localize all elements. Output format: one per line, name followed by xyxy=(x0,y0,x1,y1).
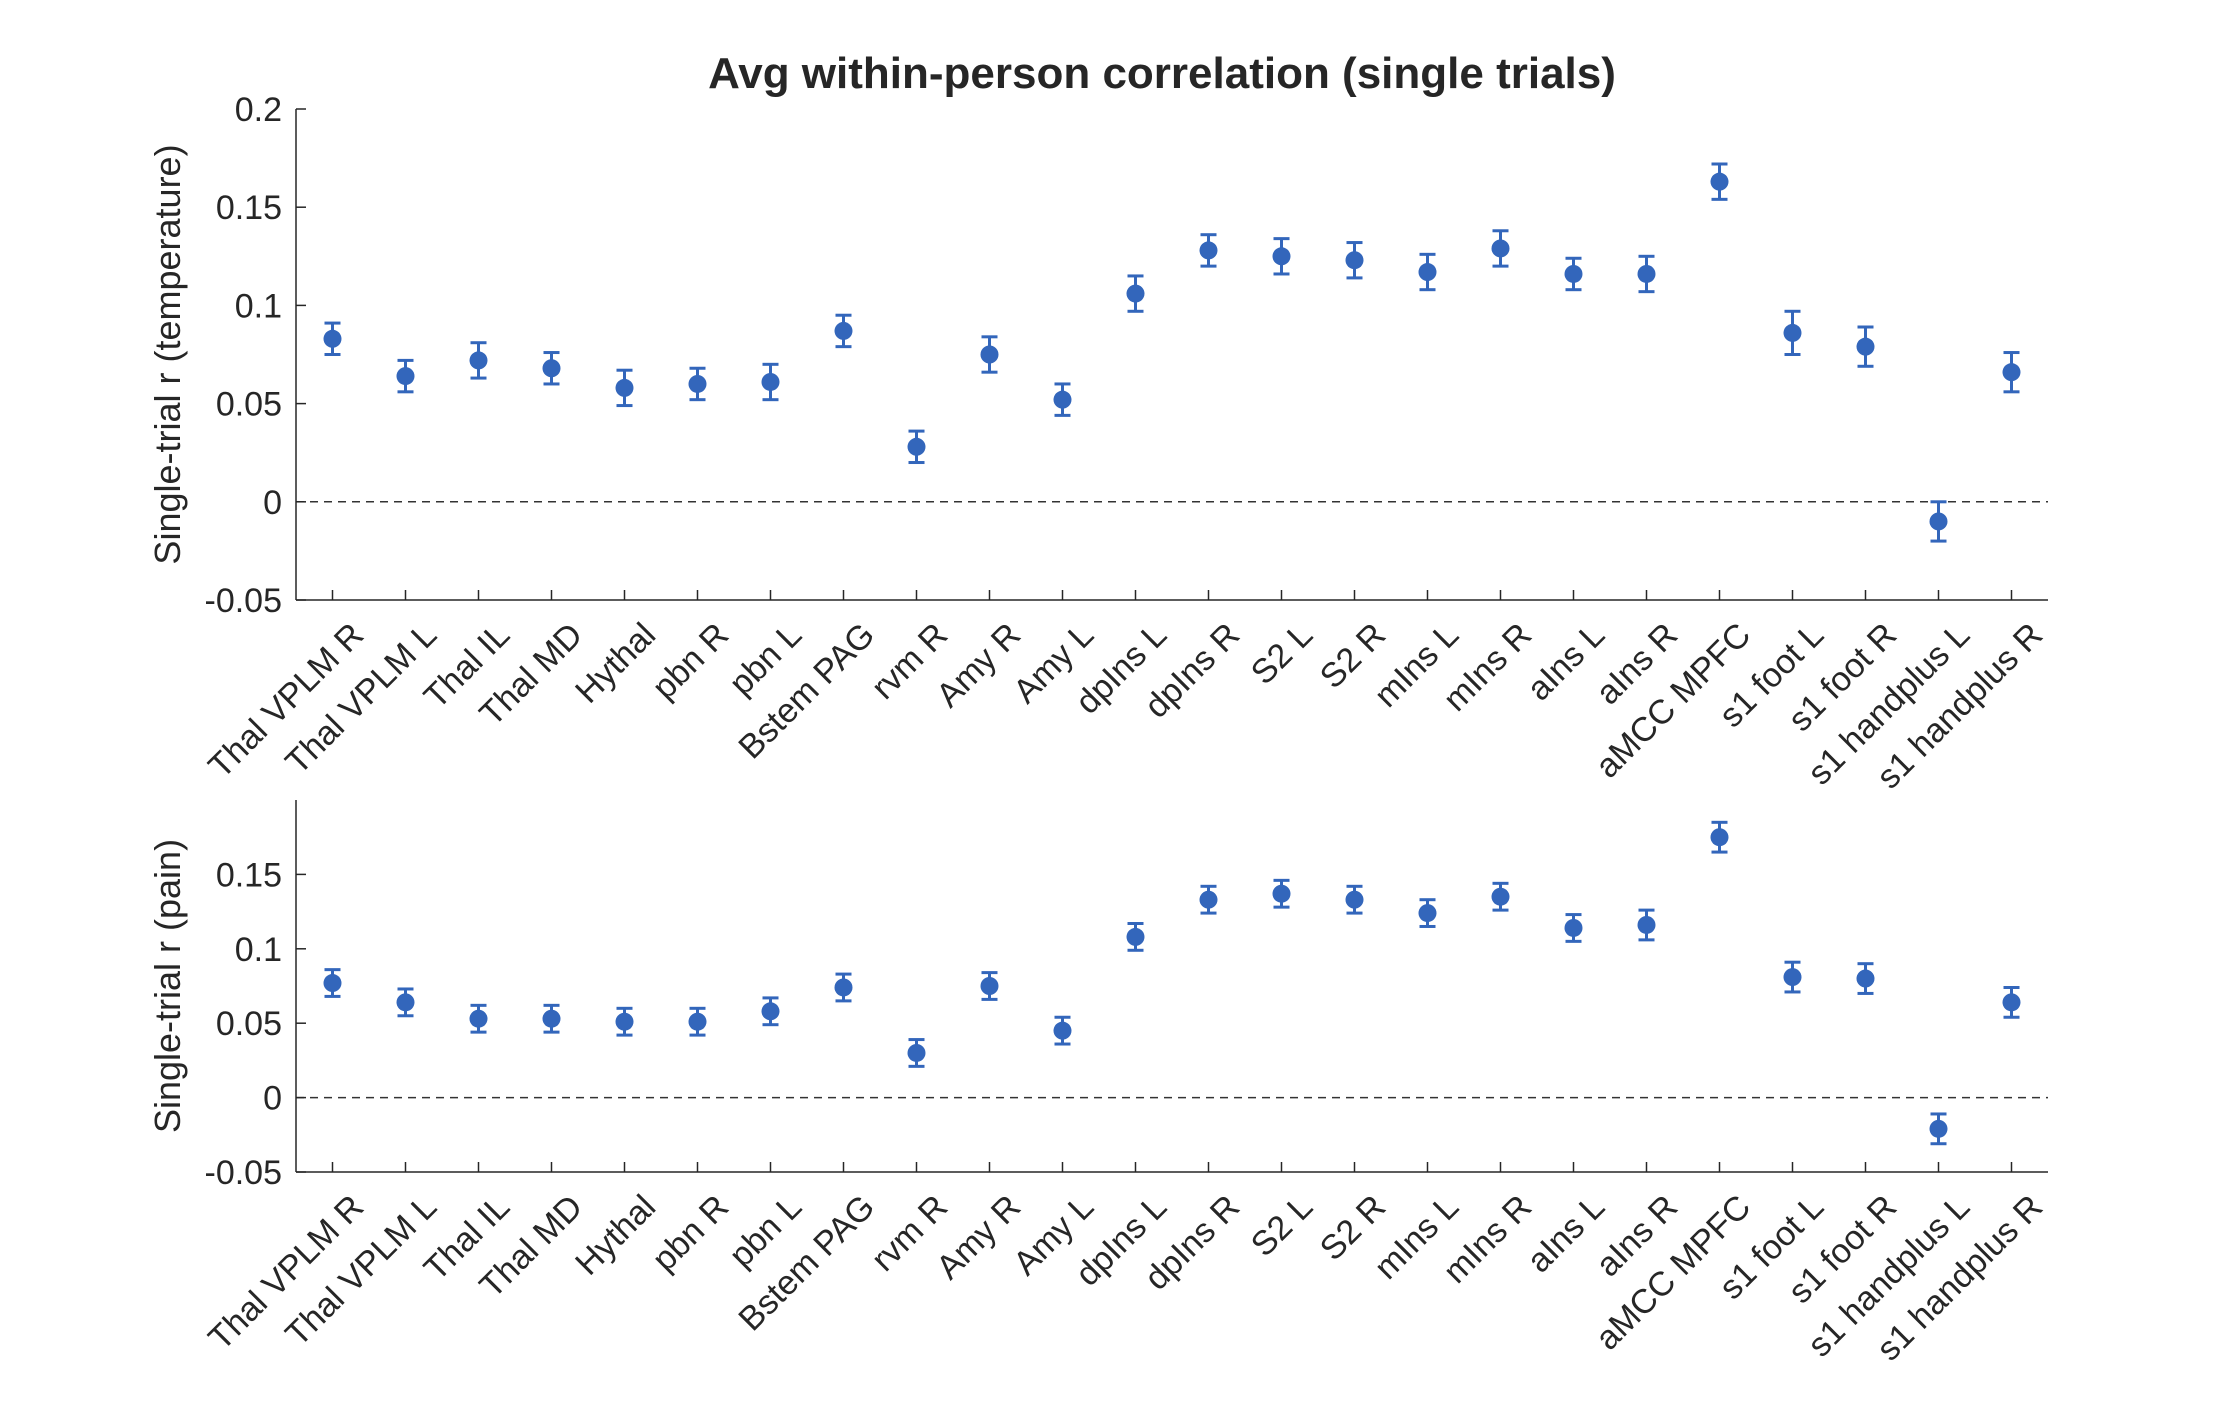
x-tick-label: Amy R xyxy=(929,1188,1028,1287)
y-tick-label: 0 xyxy=(263,484,282,522)
figure-title: Avg within-person correlation (single tr… xyxy=(708,49,1616,98)
data-point xyxy=(2002,993,2021,1012)
data-point xyxy=(980,345,999,364)
data-point xyxy=(834,978,853,997)
data-point xyxy=(1345,890,1364,909)
data-point xyxy=(396,993,415,1012)
data-point xyxy=(1710,172,1729,191)
x-tick-label: Amy R xyxy=(929,616,1028,715)
y-tick-label: 0 xyxy=(263,1080,282,1118)
data-point xyxy=(1637,264,1656,283)
data-point xyxy=(323,329,342,348)
data-point xyxy=(1053,390,1072,409)
x-tick-label: Hythal xyxy=(568,1188,663,1283)
y-tick-label: 0.05 xyxy=(216,386,282,424)
data-point xyxy=(1345,251,1364,270)
x-tick-label: S2 L xyxy=(1244,1188,1320,1264)
data-point xyxy=(1126,284,1145,303)
data-point xyxy=(1418,904,1437,923)
x-tick-label: pbn R xyxy=(645,616,736,707)
panel-temperature: -0.05 0 0.05 0.1 0.15 0.2 Single-trial r (temp… xyxy=(147,91,2050,796)
data-point xyxy=(1856,337,1875,356)
y-tick-label: -0.05 xyxy=(205,1154,283,1192)
data-point xyxy=(907,1043,926,1062)
data-point xyxy=(469,1009,488,1028)
data-point xyxy=(1564,264,1583,283)
x-tick-label: S2 L xyxy=(1244,616,1320,692)
data-point xyxy=(1418,263,1437,282)
data-point xyxy=(1856,969,1875,988)
y-tick-label: 0.05 xyxy=(216,1005,282,1043)
data-point xyxy=(1199,241,1218,260)
data-point xyxy=(323,974,342,993)
y-tick-label: 0.1 xyxy=(235,287,282,325)
data-point xyxy=(1126,927,1145,946)
y-axis-label: Single-trial r (temperature) xyxy=(147,144,188,564)
y-tick-label: 0.1 xyxy=(235,931,282,969)
y-tick-label: 0.15 xyxy=(216,189,282,227)
data-point xyxy=(1929,512,1948,531)
data-point xyxy=(980,977,999,995)
data-point xyxy=(469,351,488,370)
y-tick-label: 0.2 xyxy=(235,91,282,129)
data-point xyxy=(688,374,707,393)
data-point xyxy=(1929,1119,1948,1138)
data-point xyxy=(1710,828,1729,847)
data-point xyxy=(1564,918,1583,937)
data-point xyxy=(1272,247,1291,266)
data-point xyxy=(615,1012,634,1031)
data-point xyxy=(1272,884,1291,903)
y-tick-label: -0.05 xyxy=(205,582,283,620)
x-tick-label: pbn R xyxy=(645,1188,736,1279)
data-point xyxy=(1199,890,1218,909)
data-point xyxy=(1491,239,1510,258)
data-point xyxy=(907,437,926,456)
data-point xyxy=(2002,363,2021,382)
x-tick-label: Hythal xyxy=(568,616,663,711)
data-point xyxy=(761,1002,780,1021)
y-axis-label: Single-trial r (pain) xyxy=(147,839,188,1133)
data-point xyxy=(615,378,634,397)
data-point xyxy=(1783,323,1802,342)
data-point xyxy=(542,1009,561,1028)
data-point xyxy=(396,367,415,386)
data-point xyxy=(834,321,853,340)
data-point xyxy=(688,1012,707,1031)
data-point xyxy=(761,372,780,391)
data-point xyxy=(1783,968,1802,987)
data-point xyxy=(1637,915,1656,934)
data-point xyxy=(542,359,561,378)
data-point xyxy=(1053,1021,1072,1040)
data-point xyxy=(1491,887,1510,906)
y-tick-label: 0.15 xyxy=(216,856,282,894)
